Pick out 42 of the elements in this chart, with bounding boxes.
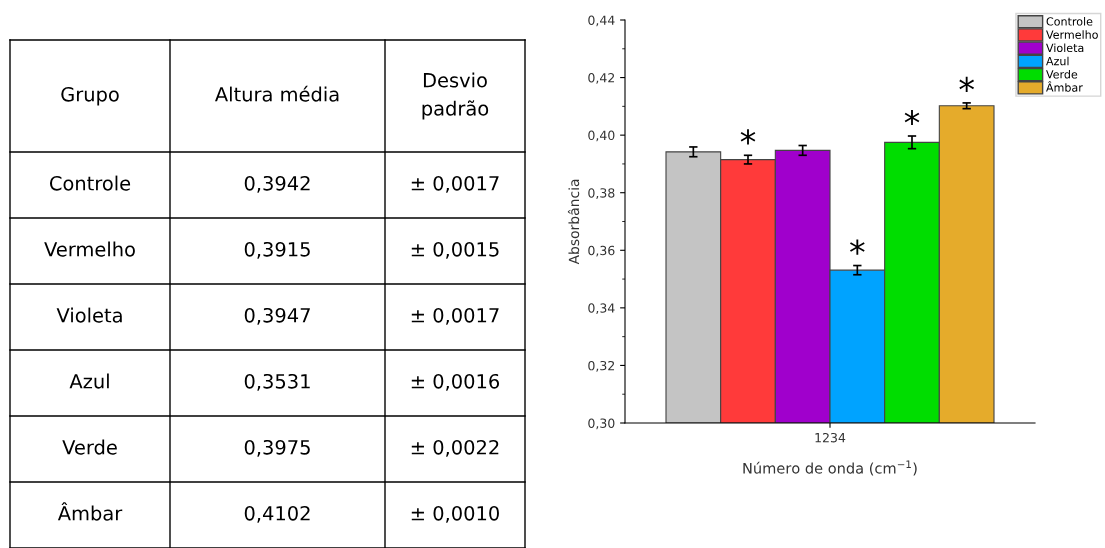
- text: Azul: [69, 373, 109, 389]
- text: Violeta: [56, 307, 122, 323]
- legend-label: Verde: [1046, 69, 1078, 79]
- text: ± 0,0010: [411, 505, 499, 523]
- text: Verde: [62, 439, 117, 455]
- text: 0,3915: [244, 241, 310, 259]
- data-label: *: [959, 76, 975, 92]
- legend-label: Âmbar: [1046, 81, 1083, 92]
- text: Vermelho: [44, 241, 135, 257]
- text: 0,4102: [244, 505, 310, 523]
- text: ± 0,0022: [411, 439, 499, 457]
- data-label: *: [740, 129, 756, 145]
- y-tick-label: 0,32: [588, 360, 615, 372]
- text: Desvio padrão: [422, 72, 489, 120]
- text: ± 0,0017: [411, 307, 499, 325]
- text: 0,3975: [244, 439, 310, 457]
- text: 0,3942: [244, 175, 310, 193]
- text: 0,3531: [244, 373, 310, 391]
- text: ± 0,0016: [411, 373, 500, 391]
- text: Altura média: [215, 85, 339, 102]
- x-axis-title: Número de onda (cm$^{−1}$): [743, 460, 917, 476]
- data-label: *: [849, 239, 865, 255]
- y-tick-label: 0,42: [588, 73, 615, 84]
- y-tick-label: 0,44: [588, 15, 615, 27]
- legend-label: Controle: [1046, 17, 1093, 26]
- y-tick-label: 0,30: [588, 418, 615, 430]
- text: Grupo: [61, 86, 119, 106]
- legend-label: Vermelho: [1046, 30, 1098, 39]
- text: Controle: [49, 175, 131, 191]
- text: Âmbar: [57, 502, 123, 521]
- text: ± 0,0017: [411, 175, 499, 193]
- text: 0,3947: [244, 307, 310, 325]
- y-tick-label: 0,34: [588, 303, 615, 315]
- y-tick-label: 0,40: [588, 130, 615, 142]
- y-tick-label: 0,38: [588, 188, 615, 199]
- legend-label: Violeta: [1046, 43, 1084, 53]
- legend-label: Azul: [1046, 56, 1069, 66]
- y-tick-label: 0,36: [588, 245, 615, 257]
- data-label: *: [904, 109, 920, 126]
- y-axis-title: Absorbância: [567, 179, 580, 265]
- text: ± 0,0015: [411, 241, 499, 259]
- x-tick-label: 1234: [815, 432, 846, 443]
